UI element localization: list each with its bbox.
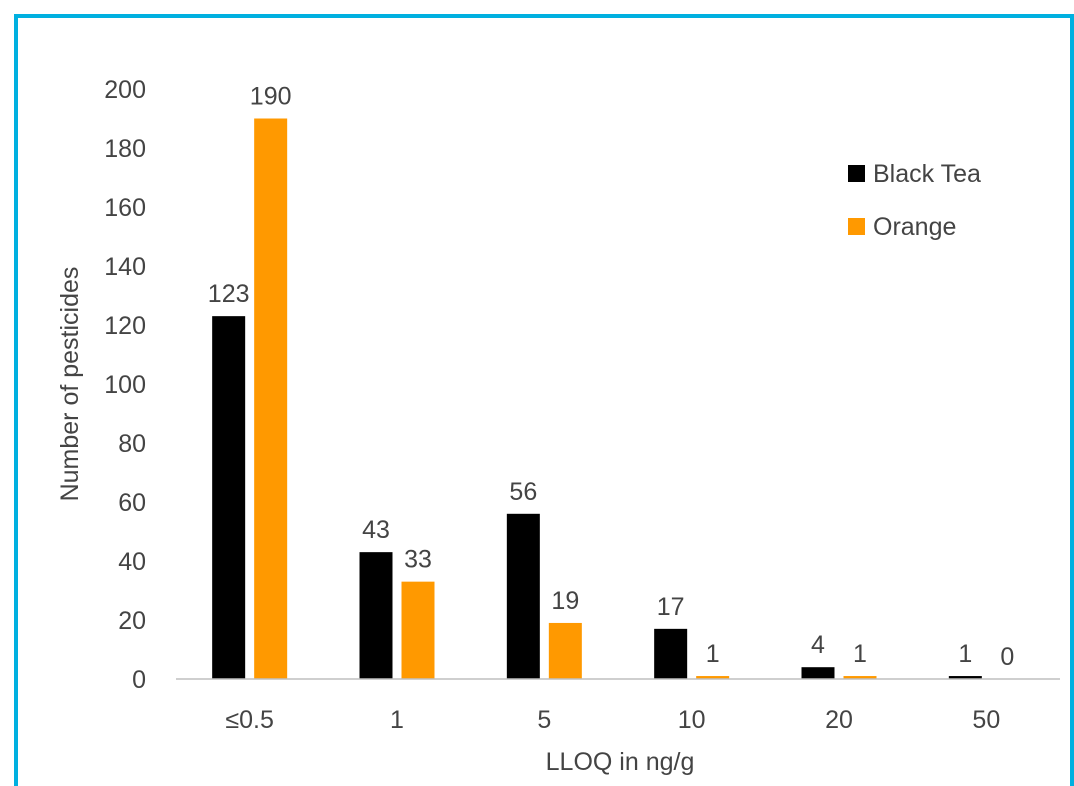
- data-label-orange: 19: [551, 587, 579, 615]
- legend: Black Tea Orange: [848, 160, 981, 241]
- data-label-black-tea: 1: [958, 640, 972, 668]
- bar-black-tea: [948, 676, 982, 679]
- x-tick-label: 5: [537, 706, 551, 734]
- y-tick-label: 80: [118, 430, 146, 458]
- y-axis: 0 20 40 60 80 100 120 140 160 180 200: [104, 76, 146, 694]
- bar-black-tea: [801, 667, 835, 679]
- data-label-black-tea: 123: [208, 280, 250, 308]
- y-tick-label: 200: [104, 76, 146, 104]
- y-tick-label: 180: [104, 135, 146, 163]
- y-tick-label: 20: [118, 607, 146, 635]
- bar-orange: [548, 622, 582, 679]
- x-axis-title: LLOQ in ng/g: [546, 748, 695, 776]
- bar-black-tea: [654, 628, 688, 679]
- data-label-orange: 1: [853, 640, 867, 668]
- y-tick-label: 40: [118, 548, 146, 576]
- y-axis-title: Number of pesticides: [56, 267, 84, 502]
- data-label-orange: 190: [250, 83, 292, 111]
- legend-swatch-orange: [848, 218, 865, 235]
- y-tick-label: 100: [104, 371, 146, 399]
- bar-orange: [843, 676, 877, 679]
- chart-border: [14, 14, 1074, 786]
- bar-black-tea: [212, 316, 246, 679]
- data-label-black-tea: 17: [657, 593, 685, 621]
- bar-orange: [696, 676, 730, 679]
- legend-label-black-tea: Black Tea: [873, 160, 981, 188]
- x-tick-label: 20: [825, 706, 853, 734]
- bar-orange: [401, 581, 435, 679]
- x-axis: ≤0.5 1 5 10 20 50: [225, 706, 1000, 734]
- bar-black-tea: [359, 552, 393, 679]
- data-label-black-tea: 43: [362, 516, 390, 544]
- legend-label-orange: Orange: [873, 213, 956, 241]
- y-tick-label: 0: [132, 666, 146, 694]
- data-label-orange: 33: [404, 546, 432, 574]
- data-label-black-tea: 56: [509, 478, 537, 506]
- y-tick-label: 60: [118, 489, 146, 517]
- data-label-black-tea: 4: [811, 631, 825, 659]
- y-tick-label: 120: [104, 312, 146, 340]
- bars: [212, 118, 982, 679]
- x-tick-label: ≤0.5: [225, 706, 273, 734]
- bar-orange: [254, 118, 288, 679]
- x-tick-label: 10: [678, 706, 706, 734]
- x-tick-label: 1: [390, 706, 404, 734]
- x-tick-label: 50: [972, 706, 1000, 734]
- y-tick-label: 160: [104, 194, 146, 222]
- bar-black-tea: [506, 513, 540, 679]
- data-label-orange: 0: [1000, 643, 1014, 671]
- legend-swatch-black-tea: [848, 165, 865, 182]
- y-tick-label: 140: [104, 253, 146, 281]
- data-label-orange: 1: [706, 640, 720, 668]
